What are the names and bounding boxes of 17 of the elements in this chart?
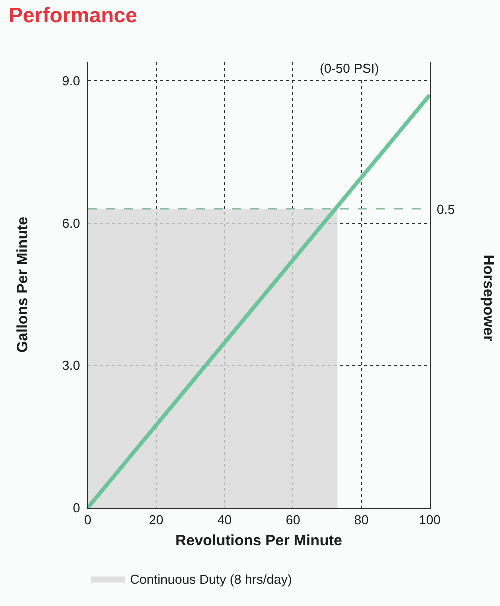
y2-axis-title: Horsepower bbox=[480, 254, 497, 342]
y-tick-label: 6.0 bbox=[62, 216, 80, 231]
x-tick-label: 40 bbox=[218, 512, 232, 528]
x-tick-label: 100 bbox=[419, 512, 441, 528]
y-tick-label: 3.0 bbox=[62, 358, 80, 374]
chart-title: Performance bbox=[9, 4, 138, 28]
y-axis-title: Gallons Per Minute bbox=[14, 217, 32, 353]
x-tick-label: 80 bbox=[354, 512, 369, 528]
x-tick-label: 20 bbox=[149, 512, 164, 528]
legend-label: Continuous Duty (8 hrs/day) bbox=[130, 572, 292, 587]
annotation: 0.5 bbox=[437, 202, 456, 217]
annotation: (0-50 PSI) bbox=[320, 61, 380, 76]
x-axis-title: Revolutions Per Minute bbox=[176, 532, 342, 550]
x-tick-label: 0 bbox=[84, 512, 92, 528]
y-tick-label: 9.0 bbox=[62, 74, 80, 89]
y-tick-label: 0 bbox=[73, 500, 80, 516]
x-tick-label: 60 bbox=[286, 512, 300, 528]
